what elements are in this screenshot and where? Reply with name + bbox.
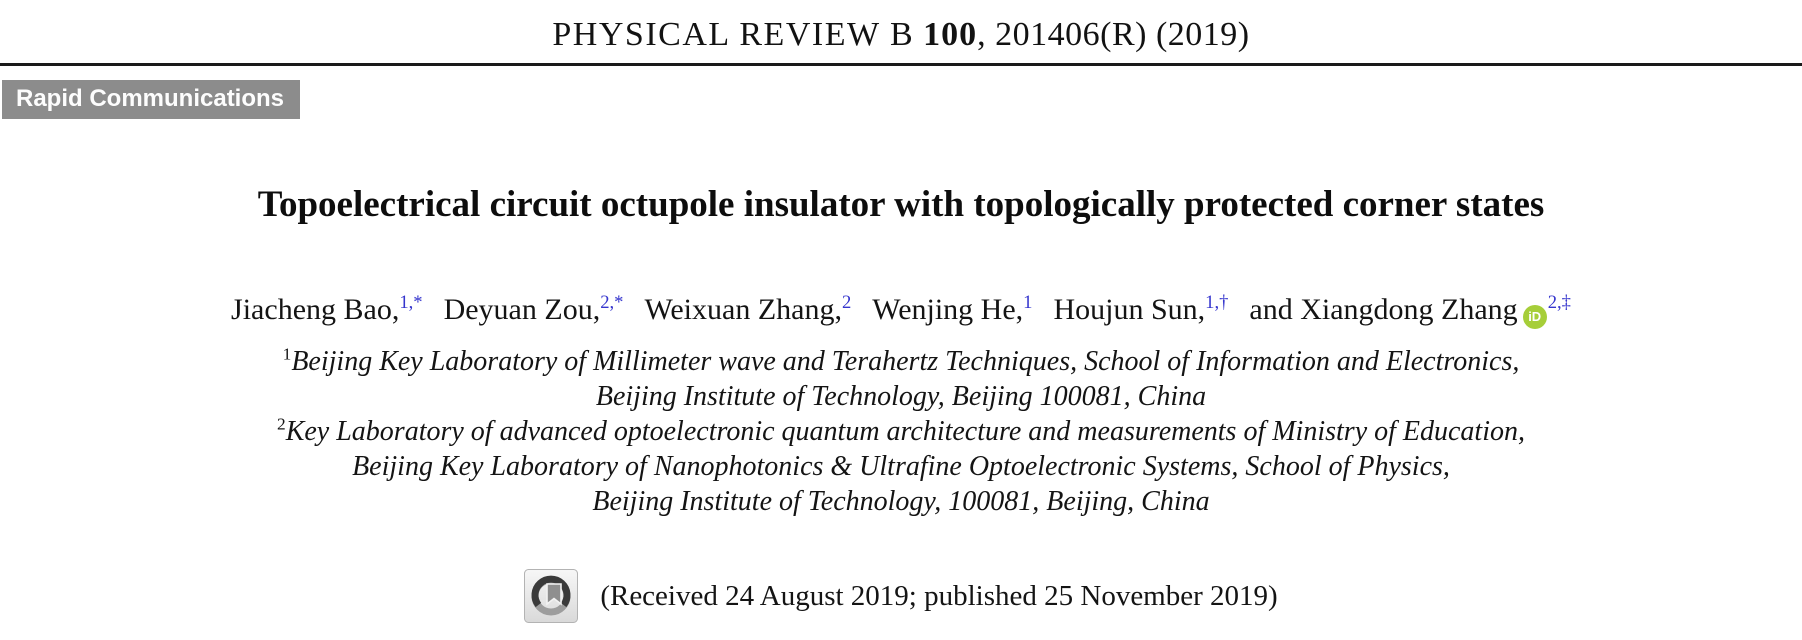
affiliation-line: Beijing Institute of Technology, Beijing… — [0, 379, 1802, 414]
author: and Xiangdong Zhang iD2,‡ — [1249, 292, 1571, 329]
affiliation-text: Beijing Key Laboratory of Nanophotonics … — [352, 451, 1450, 482]
author-affiliation-superscript: 1 — [1023, 292, 1033, 313]
author: Weixuan Zhang,2 — [644, 293, 851, 326]
author: Jiacheng Bao,1,* — [231, 293, 423, 326]
author-name: Houjun Sun, — [1053, 293, 1206, 326]
author-affiliation-superscript: 2,‡ — [1547, 292, 1571, 313]
orcid-icon[interactable]: iD — [1522, 305, 1547, 329]
header-rule — [0, 63, 1802, 66]
author-affiliation-superscript: 1,* — [399, 292, 423, 313]
author: Deyuan Zou,2,* — [444, 293, 624, 326]
affiliation-number: 2 — [277, 414, 286, 434]
author-name: and Xiangdong Zhang — [1249, 293, 1518, 326]
affiliation-number: 1 — [282, 344, 292, 364]
affiliation-line: 1Beijing Key Laboratory of Millimeter wa… — [0, 344, 1802, 379]
rapid-communications-badge: Rapid Communications — [2, 80, 301, 119]
affiliation-text: Key Laboratory of advanced optoelectroni… — [285, 416, 1525, 447]
article-title: Topoelectrical circuit octupole insulato… — [257, 184, 1545, 225]
author-affiliation-superscript: 2,* — [600, 292, 624, 313]
affiliation-line: Beijing Key Laboratory of Nanophotonics … — [0, 449, 1802, 484]
affiliations-block: 1Beijing Key Laboratory of Millimeter wa… — [0, 344, 1802, 519]
affiliation-text: Beijing Key Laboratory of Millimeter wav… — [291, 346, 1520, 377]
author-affiliation-superscript: 1,† — [1205, 292, 1229, 313]
author: Wenjing He,1 — [872, 293, 1032, 326]
journal-name: PHYSICAL REVIEW B — [552, 16, 915, 53]
author-affiliation-superscript: 2 — [841, 292, 852, 313]
author-name: Wenjing He, — [872, 293, 1024, 326]
journal-volume: 100 — [923, 16, 978, 53]
affiliation-line: Beijing Institute of Technology, 100081,… — [0, 484, 1802, 519]
author-name: Weixuan Zhang, — [644, 293, 842, 326]
author: Houjun Sun,1,† — [1053, 293, 1228, 326]
article-number: , 201406(R) (2019) — [977, 16, 1250, 53]
author-name: Jiacheng Bao, — [231, 293, 400, 326]
author-name: Deyuan Zou, — [443, 293, 601, 326]
received-published-text: (Received 24 August 2019; published 25 N… — [600, 579, 1278, 612]
journal-header: PHYSICAL REVIEW B 100, 201406(R) (2019) — [0, 0, 1802, 54]
affiliation-text: Beijing Institute of Technology, 100081,… — [592, 486, 1210, 517]
affiliation-text: Beijing Institute of Technology, Beijing… — [595, 381, 1207, 412]
dates-row: (Received 24 August 2019; published 25 N… — [0, 569, 1802, 623]
affiliation-line: 2Key Laboratory of advanced optoelectron… — [0, 414, 1802, 449]
author-line: Jiacheng Bao,1,* Deyuan Zou,2,* Weixuan … — [0, 289, 1802, 331]
crossmark-icon[interactable] — [524, 569, 579, 623]
